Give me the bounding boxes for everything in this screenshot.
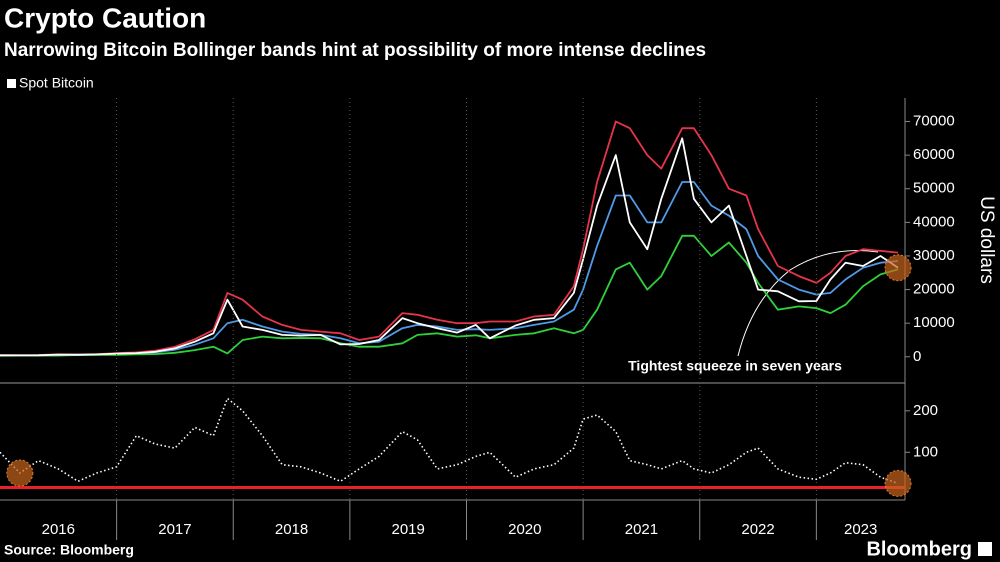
source: Source: Bloomberg [4, 542, 134, 558]
annotation-leader [737, 249, 879, 357]
band-line [0, 234, 899, 357]
brand: Bloomberg [866, 538, 972, 560]
y-tick-label: 20000 [913, 281, 955, 298]
band-line [0, 120, 899, 356]
highlight [6, 459, 34, 487]
chart-title: Crypto Caution [4, 2, 206, 33]
x-tick-label: 2022 [741, 521, 774, 538]
chart-subtitle: Narrowing Bitcoin Bollinger bands hint a… [4, 40, 706, 61]
legend-label: Spot Bitcoin [19, 75, 94, 91]
x-tick-label: 2021 [625, 521, 658, 538]
annotation: Tightest squeeze in seven years [628, 358, 842, 374]
brand-icon [978, 542, 992, 556]
x-tick-label: 2020 [508, 521, 541, 538]
legend-swatch [7, 79, 16, 88]
y-tick-label: 200 [913, 402, 938, 419]
y-tick-label: 70000 [913, 112, 955, 129]
y-tick-label: 60000 [913, 146, 955, 163]
x-tick-label: 2023 [844, 521, 877, 538]
x-tick-label: 2016 [42, 521, 75, 538]
y-tick-label: 100 [913, 443, 938, 460]
y-tick-label: 0 [913, 348, 921, 365]
y-tick-label: 50000 [913, 180, 955, 197]
x-tick-label: 2017 [158, 521, 191, 538]
y-axis-label: US dollars [976, 196, 997, 284]
band-line [0, 397, 899, 485]
highlight [884, 254, 912, 282]
y-tick-label: 30000 [913, 247, 955, 264]
highlight [884, 469, 912, 497]
band-line [0, 181, 899, 357]
x-tick-label: 2018 [275, 521, 308, 538]
y-tick-label: 40000 [913, 213, 955, 230]
price-line [0, 137, 899, 357]
x-tick-label: 2019 [391, 521, 424, 538]
y-tick-label: 10000 [913, 314, 955, 331]
